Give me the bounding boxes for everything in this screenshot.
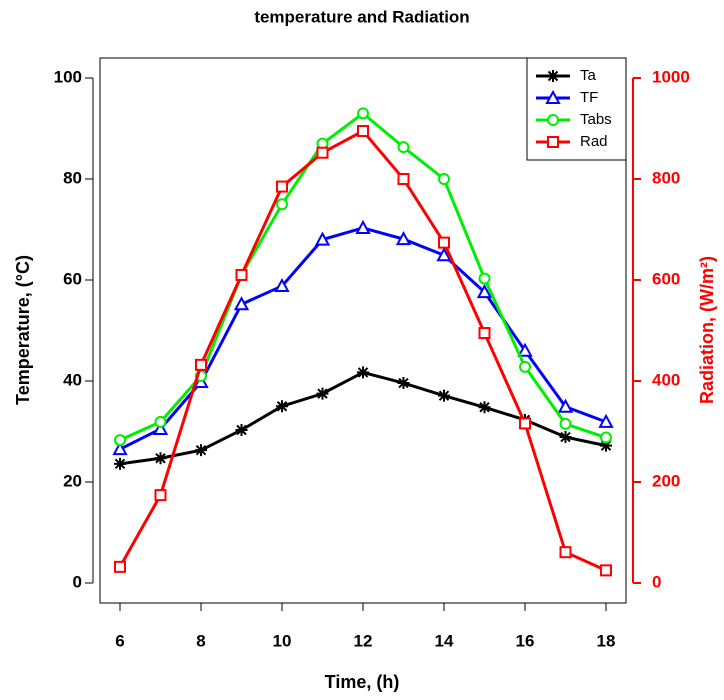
y2-tick-label: 0 [652,572,661,591]
point [478,327,491,340]
legend-label: Rad [580,133,608,150]
point [114,434,126,447]
point [598,413,614,428]
x-tick-label: 12 [354,631,373,650]
point [235,268,248,281]
point [276,400,288,413]
point [154,415,167,428]
point [276,180,288,193]
point [316,146,329,159]
y2-tick-label: 400 [652,370,680,389]
point [154,489,167,502]
point [397,141,410,154]
series-line [118,129,607,572]
y2-tick-label: 1000 [652,67,690,86]
point [395,231,412,246]
x-axis-label: Time, (h) [325,672,400,692]
legend-label: TF [580,89,598,106]
legend-marker [545,89,561,104]
y-tick-label: 100 [54,67,82,86]
point [478,401,491,414]
y-tick-label: 20 [63,471,82,490]
point [478,272,491,285]
legend-marker [547,136,559,148]
point [233,296,250,311]
point [397,377,410,390]
point [357,125,369,138]
y-tick-label: 80 [63,168,82,187]
point [152,420,169,435]
y2-tick-label: 200 [652,471,680,490]
point [559,431,572,444]
y-axis-label: Temperature, (°C) [13,255,33,405]
point [519,417,531,430]
x-tick-label: 8 [196,631,205,650]
point [316,387,329,400]
point [557,398,574,413]
x-tick-label: 10 [273,631,292,650]
point [559,546,572,559]
point [355,219,371,234]
point [357,366,369,379]
point [600,431,612,444]
point [476,284,493,299]
point [114,560,126,573]
point [112,441,128,456]
x-tick-label: 6 [115,631,124,650]
point [397,173,410,185]
legend-box [526,57,627,161]
point [517,342,533,357]
point [600,564,612,577]
point [600,439,612,452]
y-tick-label: 60 [63,269,82,288]
point [314,231,331,246]
legend-marker [547,70,559,82]
point [438,236,450,249]
point [154,452,167,465]
y2-tick-label: 600 [652,269,680,288]
chart-title: temperature and Radiation [254,7,469,26]
point [438,389,450,402]
legend-label: Ta [580,67,597,84]
point [357,107,369,120]
point [519,360,531,373]
point [438,173,450,185]
legend-marker [547,114,559,126]
x-tick-label: 14 [435,631,454,650]
x-tick-label: 18 [597,631,616,650]
y-tick-label: 40 [63,370,82,389]
y-tick-label: 0 [73,572,82,591]
point [436,247,452,262]
point [195,444,207,457]
point [114,457,126,470]
point [195,358,207,371]
point [274,277,290,293]
series-line [119,226,607,451]
y2-axis-label: Radiation, (W/m²) [697,256,717,404]
point [559,417,572,430]
y2-tick-label: 800 [652,168,680,187]
legend-label: Tabs [580,111,612,128]
x-tick-label: 16 [516,631,535,650]
point [235,423,248,436]
point [276,198,288,211]
